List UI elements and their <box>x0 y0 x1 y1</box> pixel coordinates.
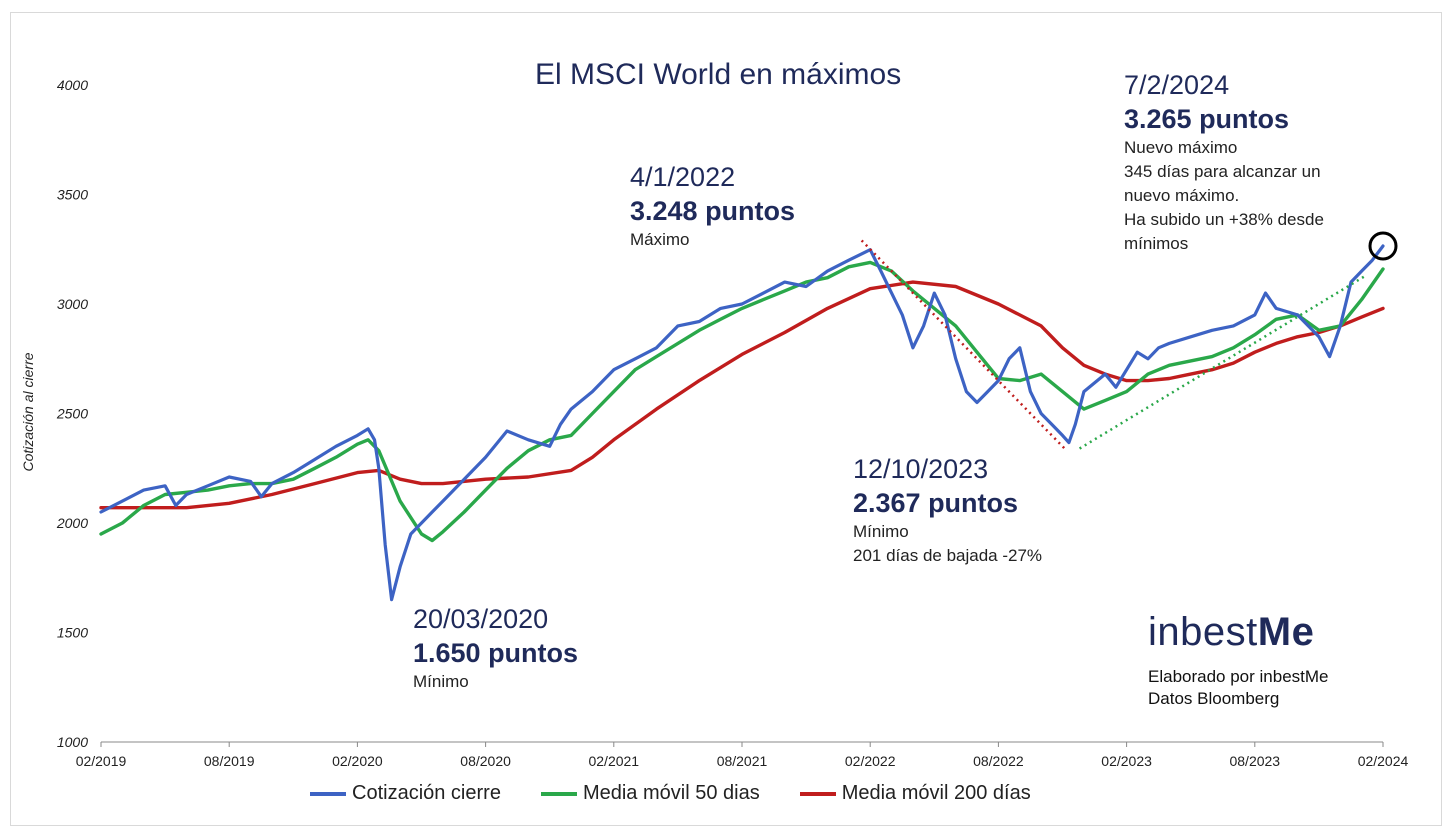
annotation-text: 201 días de bajada -27% <box>853 546 1043 565</box>
x-tick-label: 08/2021 <box>717 753 768 769</box>
y-tick-label: 1500 <box>57 625 88 641</box>
y-tick-label: 3000 <box>57 296 88 312</box>
credit-line: Elaborado por inbestMe <box>1148 667 1329 686</box>
x-tick-label: 02/2020 <box>332 753 383 769</box>
annotation-date: 7/2/2024 <box>1124 70 1230 100</box>
chart-title: El MSCI World en máximos <box>535 58 902 91</box>
credit-text: Elaborado por inbestMe Datos Bloomberg <box>1148 666 1329 710</box>
legend-label: Media móvil 50 dias <box>582 782 760 804</box>
legend-item: Media móvil 200 días <box>799 782 1031 805</box>
annotation-text: nuevo máximo. <box>1124 186 1240 205</box>
legend-item: Media móvil 50 dias <box>540 782 760 805</box>
y-tick-label: 2000 <box>56 515 88 531</box>
legend-swatch <box>310 791 346 796</box>
annotation-value: 3.248 puntos <box>630 196 796 226</box>
series-line-price <box>99 244 1385 602</box>
annotation-date: 4/1/2022 <box>630 162 736 192</box>
legend-swatch <box>540 791 577 796</box>
highlight-circle <box>1368 231 1398 261</box>
logo-prefix: inbest <box>1148 610 1258 654</box>
series-line-ma50 <box>99 260 1385 543</box>
legend-item: Cotización cierre <box>310 782 501 805</box>
inbestme-logo: inbestMe <box>1148 610 1314 655</box>
x-tick-label: 02/2022 <box>845 753 896 769</box>
annotation-text: Mínimo <box>413 672 469 691</box>
annotation-min-2023: 12/10/2023 2.367 puntos Mínimo 201 días … <box>853 452 1042 568</box>
legend-label: Media móvil 200 días <box>841 782 1031 804</box>
annotation-value: 3.265 puntos <box>1124 104 1290 134</box>
legend-swatch <box>799 791 836 796</box>
annotation-text: Máximo <box>630 230 690 249</box>
annotation-text: Ha subido un +38% desde <box>1124 210 1324 229</box>
annotation-value: 2.367 puntos <box>853 488 1019 518</box>
trendline-bajada <box>860 239 1068 452</box>
series-line-ma200 <box>99 280 1385 510</box>
x-tick-label: 02/2021 <box>588 753 639 769</box>
y-tick-label: 4000 <box>57 77 88 93</box>
y-tick-label: 1000 <box>57 734 88 750</box>
x-tick-label: 08/2023 <box>1229 753 1280 769</box>
annotation-date: 12/10/2023 <box>853 454 989 484</box>
x-tick-label: 02/2019 <box>76 753 127 769</box>
annotation-max-2022: 4/1/2022 3.248 puntos Máximo <box>630 160 795 252</box>
y-tick-label: 3500 <box>57 187 88 203</box>
logo-suffix: Me <box>1257 610 1315 654</box>
trendline-subida <box>1078 274 1367 450</box>
annotation-text: mínimos <box>1124 234 1189 253</box>
x-tick-label: 08/2022 <box>973 753 1024 769</box>
annotation-date: 20/03/2020 <box>413 604 549 634</box>
x-tick-label: 08/2020 <box>460 753 511 769</box>
legend: Cotización cierre Media móvil 50 dias Me… <box>310 782 1031 805</box>
legend-label: Cotización cierre <box>352 782 501 804</box>
x-tick-label: 08/2019 <box>204 753 255 769</box>
x-tick-label: 02/2023 <box>1101 753 1152 769</box>
y-tick-label: 2500 <box>56 406 88 422</box>
annotation-text: Nuevo máximo <box>1124 138 1238 157</box>
x-tick-label: 02/2024 <box>1358 753 1409 769</box>
annotation-text: 345 días para alcanzar un <box>1124 162 1321 181</box>
annotation-value: 1.650 puntos <box>413 638 579 668</box>
chart-frame <box>10 12 1442 826</box>
credit-line: Datos Bloomberg <box>1148 689 1280 708</box>
annotation-min-2020: 20/03/2020 1.650 puntos Mínimo <box>413 602 578 694</box>
y-axis-label: Cotización al cierre <box>20 352 36 472</box>
annotation-max-2024: 7/2/2024 3.265 puntos Nuevo máximo 345 d… <box>1124 68 1324 256</box>
annotation-text: Mínimo <box>853 522 909 541</box>
